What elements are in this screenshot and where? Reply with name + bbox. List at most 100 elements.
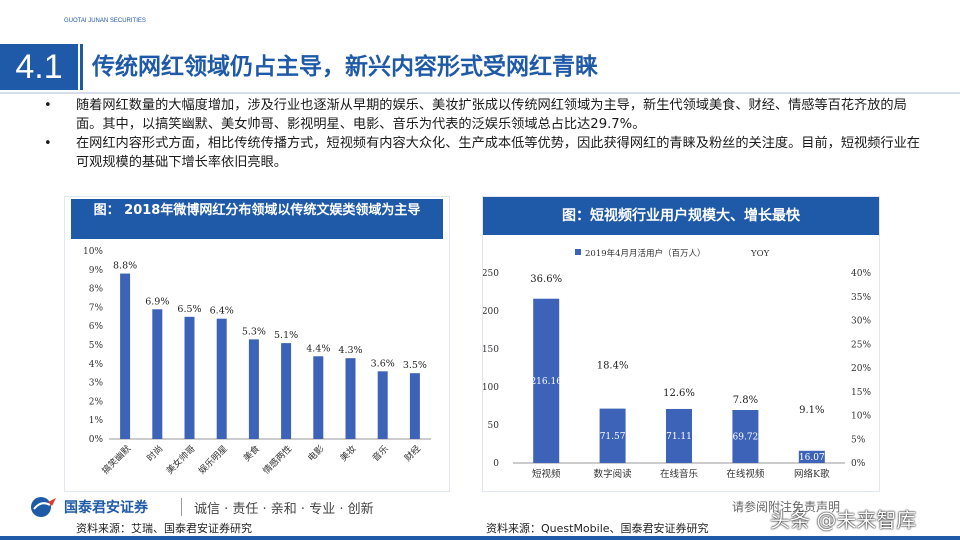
bar [533,298,560,463]
y-right-tick-label: 30% [851,317,871,327]
motto-divider [181,498,182,516]
y-right-tick-label: 20% [851,364,871,374]
bar-value-label: 71.57 [600,432,626,442]
data-label: 4.4% [306,343,330,354]
y-right-tick-label: 0% [851,459,866,469]
left-chart-panel: 图： 2018年微博网红分布领域以传统文娱类领域为主导 0% 1% 2% 3% 4% 5%… [64,196,450,492]
y-right-tick-label: 40% [851,269,871,279]
bar [248,339,259,439]
x-tick-label: 财经 [402,443,423,464]
y-tick-label: 8% [89,285,104,295]
yoy-label: 9.1% [799,405,824,416]
data-label: 6.4% [210,306,234,317]
right-chart-source: 资料来源：QuestMobile、国泰君安证券研究 [486,522,709,535]
bar [732,410,759,463]
bar-value-label: 69.72 [733,433,759,443]
y-left-tick-label: 50 [488,421,500,431]
y-left-tick-label: 0 [493,459,499,469]
data-label: 3.6% [371,358,395,369]
y-right-tick-label: 35% [851,293,871,303]
logo-name: 国泰君安证券 [64,500,148,516]
yoy-label: 36.6% [530,274,562,285]
x-tick-label: 电影 [305,443,326,464]
y-right-tick-label: 5% [851,435,866,445]
legend-label: YOY [750,249,770,259]
y-tick-label: 10% [83,247,103,257]
right-bar-chart: 2019年4月月活用户（百万人） YOY 0 50 100 150 200 250 0% 5% 10… [483,248,871,480]
bar [798,450,825,463]
x-tick-label: 情感两性 [260,443,294,477]
bullet-icon: • [44,98,52,113]
data-label: 8.8% [113,261,137,272]
y-tick-label: 0% [89,435,104,445]
bar [313,356,324,439]
company-logo: 国泰君安证券 [30,496,148,518]
x-tick-label: 时尚 [144,443,165,464]
section-divider [80,44,83,90]
bar-value-label: 216.16 [530,377,562,387]
right-chart-panel: 图：短视频行业用户规模大、增长最快 2019年4月月活用户（百万人） YOY 0 50… [482,196,880,492]
left-chart-title: 图： 2018年微博网红分布领域以传统文娱类领域为主导 [71,199,443,239]
bar [184,316,195,439]
y-tick-label: 3% [89,379,104,389]
x-tick-label: 短视频 [532,468,561,480]
x-tick-label: 在线视频 [726,468,765,480]
bar [120,273,131,439]
y-tick-label: 2% [89,397,104,407]
y-right-tick-label: 10% [851,412,871,422]
section-number: 4.1 [0,44,78,90]
y-left-tick-label: 200 [483,307,499,317]
bullet-item: • 在网红内容形式方面，相比传统传播方式，短视频有内容大众化、生产成本低等优势，… [40,135,920,172]
bottom-rule [0,536,960,540]
x-tick-label: 美妆 [337,443,358,464]
logo-icon [31,497,56,517]
y-tick-label: 6% [89,322,104,332]
x-tick-label: 网络K歌 [794,468,830,480]
y-tick-label: 9% [89,266,104,276]
x-tick-label: 音乐 [370,443,391,464]
y-tick-label: 1% [89,416,104,426]
x-tick-label: 搞笑幽默 [99,443,133,477]
legend-label: 2019年4月月活用户（百万人） [585,248,706,259]
y-right-tick-label: 15% [851,388,871,398]
x-tick-label: 美食 [241,443,262,464]
bullet-icon: • [44,136,52,151]
bar [666,408,692,463]
y-left-tick-label: 100 [483,383,499,393]
legend-swatch [575,249,581,255]
x-tick-label: 在线音乐 [660,468,699,480]
data-label: 5.3% [242,326,266,337]
bullet-list: • 随着网红数量的大幅度增加，涉及行业也逐渐从早期的娱乐、美妆扩张成以传统网红领… [40,97,920,173]
y-right-tick-label: 25% [851,340,871,350]
bar [599,408,626,463]
x-tick-label: 数字阅读 [594,468,633,480]
bar-value-label: 16.07 [799,453,825,463]
x-tick-label: 娱乐明星 [196,443,230,477]
watermark: 头条 @未来智库 [770,508,917,532]
y-tick-label: 4% [89,360,104,370]
title-rule [0,92,960,94]
yoy-label: 18.4% [597,361,629,372]
bar-value-label: 71.11 [666,432,692,442]
bar [281,343,292,439]
y-left-tick-label: 150 [483,345,499,355]
company-motto: 诚信 · 责任 · 亲和 · 专业 · 创新 [194,502,374,517]
data-label: 6.5% [177,304,201,315]
y-left-tick-label: 250 [483,269,499,279]
bar [216,318,227,439]
bar [409,373,420,439]
bar [152,309,163,439]
data-label: 4.3% [338,345,362,356]
disclaimer-text: 请参阅附注免责声明 [732,500,841,514]
x-tick-label: 美女帅哥 [164,443,198,477]
logo-english-name: GUOTAI JUNAN SECURITIES [64,18,146,24]
data-label: 6.9% [145,296,169,307]
left-chart-source: 资料来源：艾瑞、国泰君安证券研究 [76,522,252,535]
right-chart-title: 图：短视频行业用户规模大、增长最快 [483,197,879,235]
bar [345,358,356,439]
bar [377,371,388,439]
bullet-text: 在网红内容形式方面，相比传统传播方式，短视频有内容大众化、生产成本低等优势，因此… [76,136,920,170]
y-tick-label: 5% [89,341,104,351]
data-label: 5.1% [274,330,298,341]
yoy-label: 12.6% [663,388,695,399]
